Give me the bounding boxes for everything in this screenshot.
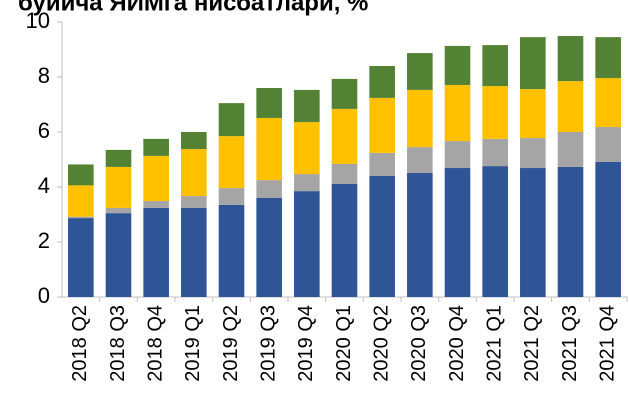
bar-segment — [218, 204, 245, 297]
bar-segment — [557, 132, 584, 167]
bar-segment — [218, 188, 245, 205]
bar-segment — [181, 149, 207, 197]
bar-segment — [369, 152, 395, 176]
bar-segment — [68, 218, 94, 297]
bar-segment — [557, 166, 584, 297]
bar-segment — [181, 132, 207, 150]
y-tick-label: 6 — [38, 118, 50, 143]
x-tick-label: 2019 Q3 — [257, 305, 279, 382]
bar-segment — [482, 86, 508, 139]
bar-segment — [294, 191, 320, 297]
bar-segment — [68, 164, 94, 186]
bar-segment — [331, 163, 358, 184]
bar-segment — [331, 108, 358, 164]
bar-segment — [256, 88, 282, 118]
x-tick-label: 2020 Q4 — [446, 305, 468, 382]
x-tick-label: 2018 Q3 — [107, 305, 129, 382]
bar-segment — [294, 122, 320, 175]
bar-segment — [444, 45, 471, 85]
bar-segment — [369, 176, 395, 297]
bar-segment — [520, 168, 546, 297]
bar-segment — [557, 81, 584, 132]
x-tick-label: 2020 Q1 — [333, 305, 355, 382]
bar-segment — [482, 45, 508, 87]
bar-segment — [595, 78, 621, 128]
bar-segment — [595, 161, 621, 297]
bar-segment — [105, 149, 132, 167]
bar-segment — [143, 201, 169, 208]
bar-segment — [520, 89, 546, 139]
bar-segment — [181, 207, 207, 297]
bar-segment — [256, 198, 282, 297]
bar-segment — [407, 89, 433, 148]
bar-segment — [105, 213, 132, 297]
bar-segment — [520, 37, 546, 90]
x-tick-label: 2019 Q4 — [295, 305, 317, 382]
y-tick-label: 4 — [38, 173, 50, 198]
bar-segment — [256, 180, 282, 198]
chart-title: буйича ЯИМга нисбатлари, % — [18, 0, 368, 16]
bar-segment — [331, 78, 358, 109]
bar-segment — [482, 138, 508, 167]
bar-segment — [444, 84, 471, 142]
x-tick-label: 2021 Q2 — [521, 305, 543, 382]
bar-segment — [294, 174, 320, 192]
x-tick-label: 2021 Q1 — [483, 305, 505, 382]
bar-segment — [520, 138, 546, 169]
bar-segment — [369, 97, 395, 153]
bar-segment — [68, 185, 94, 217]
x-tick-label: 2018 Q4 — [144, 305, 166, 382]
bar-segment — [595, 127, 621, 162]
y-tick-label: 10 — [26, 8, 50, 33]
bar-segment — [105, 207, 132, 214]
bar-segment — [407, 147, 433, 173]
x-tick-label: 2021 Q4 — [596, 305, 618, 382]
bar-segment — [218, 136, 245, 189]
bar-segment — [68, 216, 94, 219]
x-tick-label: 2021 Q3 — [559, 305, 581, 382]
bar-segment — [444, 168, 471, 297]
bar-segment — [595, 37, 621, 79]
y-tick-label: 0 — [38, 283, 50, 308]
bar-segment — [218, 103, 245, 137]
y-tick-label: 2 — [38, 228, 50, 253]
bar-segment — [557, 36, 584, 82]
bar-segment — [294, 89, 320, 123]
bar-segment — [143, 155, 169, 202]
bar-segment — [369, 66, 395, 98]
bar-segment — [331, 183, 358, 297]
bar-segment — [143, 207, 169, 297]
bar-segment — [482, 166, 508, 297]
x-tick-label: 2018 Q2 — [69, 305, 91, 382]
bar-segment — [143, 138, 169, 156]
bar-segment — [444, 141, 471, 169]
y-tick-label: 8 — [38, 63, 50, 88]
x-tick-label: 2019 Q1 — [182, 305, 204, 382]
bar-segment — [256, 117, 282, 181]
bar-segment — [181, 196, 207, 208]
x-tick-label: 2019 Q2 — [220, 305, 242, 382]
bar-segment — [105, 166, 132, 208]
x-tick-label: 2020 Q2 — [370, 305, 392, 382]
bar-segment — [407, 172, 433, 297]
bar-segment — [407, 53, 433, 90]
x-tick-label: 2020 Q3 — [408, 305, 430, 382]
